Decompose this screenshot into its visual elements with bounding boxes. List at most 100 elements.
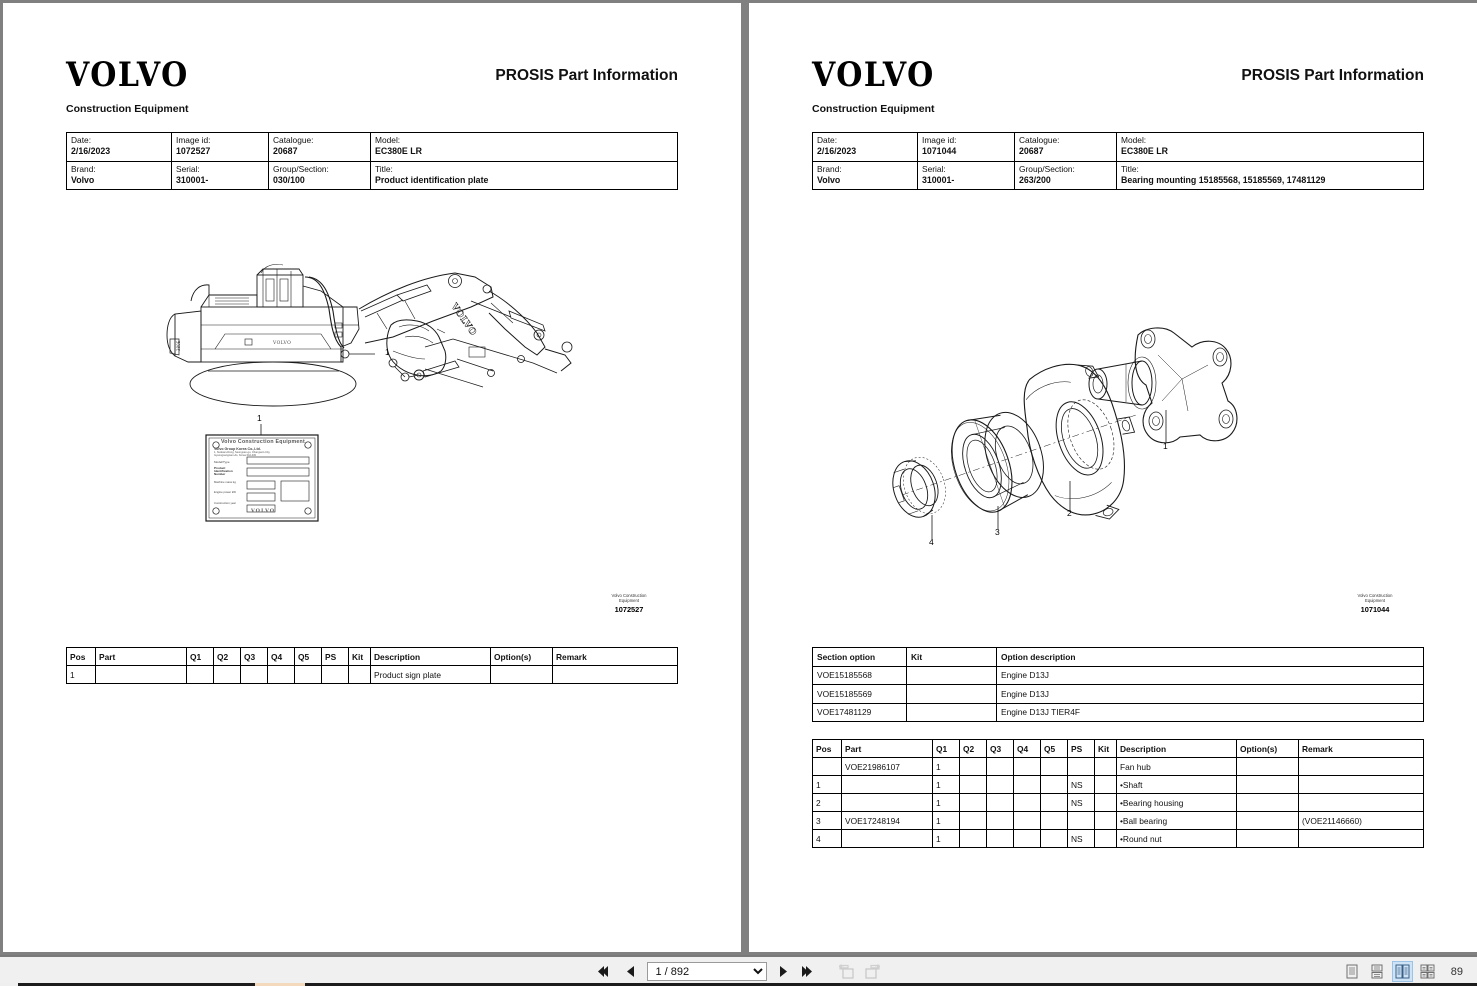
info-cell-serial: Serial: 310001- xyxy=(171,160,269,191)
document-viewer[interactable]: VOLVO PROSIS Part Information Constructi… xyxy=(0,0,1477,955)
cell-q4 xyxy=(1013,811,1041,830)
cell-part xyxy=(95,665,187,684)
info-value-serial: 310001- xyxy=(922,174,955,185)
info-cell-group-section: Group/Section: 030/100 xyxy=(268,160,371,191)
viewer-toolbar[interactable]: 1 / 892 xyxy=(0,955,1477,986)
parts-table-left: Pos Part Q1 Q2 Q3 Q4 Q5 PS Kit Description Option(… xyxy=(66,647,678,684)
two-page-view-icon[interactable] xyxy=(1391,961,1413,982)
table-row[interactable]: VOE17481129 Engine D13J TIER4F xyxy=(812,702,1424,722)
previous-page-icon[interactable] xyxy=(621,962,641,982)
zoom-level[interactable]: 89 xyxy=(1450,965,1463,978)
plate-field-mass: Machine mass kg xyxy=(214,479,236,484)
info-row-1: Date: 2/16/2023 Image id: 1071044 Catalo… xyxy=(812,132,1424,162)
cell-option-s xyxy=(1236,811,1299,830)
cell-part xyxy=(841,775,933,794)
cell-q3 xyxy=(986,793,1014,812)
table-row[interactable]: VOE21986107 1 Fan hub xyxy=(812,757,1424,776)
cell-part xyxy=(841,793,933,812)
info-label-serial: Serial: xyxy=(176,163,200,174)
table-row[interactable]: VOE15185569 Engine D13J xyxy=(812,684,1424,704)
table-row[interactable]: 3 VOE17248194 1 •Ball bearing (VOE21146660) xyxy=(812,811,1424,830)
cell-kit xyxy=(1094,793,1117,812)
next-view-icon[interactable] xyxy=(863,962,883,982)
volvo-logo: VOLVO xyxy=(66,55,189,95)
document-page-right[interactable]: VOLVO PROSIS Part Information Constructi… xyxy=(749,3,1477,952)
two-page-continuous-view-icon[interactable] xyxy=(1417,961,1438,982)
info-value-date: 2/16/2023 xyxy=(817,146,857,157)
column-header-part: Part xyxy=(95,647,187,666)
cell-q3 xyxy=(986,775,1014,794)
column-header-q2: Q2 xyxy=(959,739,987,758)
info-cell-serial: Serial: 310001- xyxy=(917,160,1015,191)
continuous-scroll-view-icon[interactable] xyxy=(1367,961,1388,982)
info-label-catalogue: Catalogue: xyxy=(1019,135,1060,145)
cell-option-description: Engine D13J TIER4F xyxy=(996,702,1424,722)
cell-ps: NS xyxy=(1067,793,1095,812)
cell-q3 xyxy=(986,829,1014,848)
window-edge-left xyxy=(0,983,18,986)
cell-remark xyxy=(552,665,678,684)
page-number-select[interactable]: 1 / 892 xyxy=(646,962,767,981)
info-cell-model: Model: EC380E LR xyxy=(370,132,678,162)
table-row[interactable]: 2 1 NS •Bearing housing xyxy=(812,793,1424,812)
cell-section-option: VOE15185568 xyxy=(812,665,907,685)
column-header-q2: Q2 xyxy=(213,647,241,666)
column-header-kit: Kit xyxy=(906,647,997,667)
info-label-group-section: Group/Section: xyxy=(1019,163,1075,174)
cell-remark xyxy=(1298,775,1424,794)
page-subtitle: Construction Equipment xyxy=(812,103,935,115)
cell-description: •Shaft xyxy=(1116,775,1237,794)
info-label-model: Model: xyxy=(375,135,401,145)
info-value-brand: Volvo xyxy=(817,174,841,185)
previous-view-icon[interactable] xyxy=(837,962,857,982)
column-header-ps: PS xyxy=(1067,739,1095,758)
cell-ps xyxy=(1067,757,1095,776)
info-value-model: EC380E LR xyxy=(375,146,422,157)
single-page-view-icon[interactable] xyxy=(1342,961,1363,982)
info-cell-title: Title: Bearing mounting 15185568, 151855… xyxy=(1116,160,1424,191)
parts-table-body: VOE21986107 1 Fan hub 1 1 NS •Shaft 2 1 NS •Bearin… xyxy=(812,757,1424,848)
cell-option-description: Engine D13J xyxy=(996,684,1424,704)
cell-q1: 1 xyxy=(932,829,960,848)
info-label-catalogue: Catalogue: xyxy=(273,135,314,145)
cell-description: •Round nut xyxy=(1116,829,1237,848)
table-row[interactable]: 1 Product sign plate xyxy=(66,665,678,684)
first-page-icon[interactable] xyxy=(595,962,615,982)
page-watermark: Volvo Construction Equipment 1071044 xyxy=(1327,593,1423,614)
cell-q5 xyxy=(1040,811,1068,830)
column-header-remark: Remark xyxy=(1298,739,1424,758)
info-cell-model: Model: EC380E LR xyxy=(1116,132,1424,162)
page-navigation-group: 1 / 892 xyxy=(0,957,1477,986)
cell-remark xyxy=(1298,793,1424,812)
cell-kit xyxy=(1094,757,1117,776)
table-row[interactable]: 1 1 NS •Shaft xyxy=(812,775,1424,794)
cell-pos: 2 xyxy=(812,793,842,812)
info-row-2: Brand: Volvo Serial: 310001- Group/Secti… xyxy=(66,160,678,191)
column-header-pos: Pos xyxy=(812,739,842,758)
cell-q3 xyxy=(986,757,1014,776)
info-cell-brand: Brand: Volvo xyxy=(812,160,918,191)
info-row-2: Brand: Volvo Serial: 310001- Group/Secti… xyxy=(812,160,1424,191)
info-cell-title: Title: Product identification plate xyxy=(370,160,678,191)
svg-text:380E: 380E xyxy=(176,340,181,351)
next-page-icon[interactable] xyxy=(773,962,793,982)
plate-field-power: Engine power kW xyxy=(214,490,236,495)
cell-kit xyxy=(906,665,997,685)
column-header-kit: Kit xyxy=(1094,739,1117,758)
cell-ps: NS xyxy=(1067,775,1095,794)
document-page-left[interactable]: VOLVO PROSIS Part Information Constructi… xyxy=(3,3,741,952)
info-value-group-section: 030/100 xyxy=(273,174,305,185)
info-cell-catalogue: Catalogue: 20687 xyxy=(1014,132,1117,162)
cell-remark xyxy=(1298,757,1424,776)
table-row[interactable]: 4 1 NS •Round nut xyxy=(812,829,1424,848)
cell-q2 xyxy=(959,775,987,794)
last-page-icon[interactable] xyxy=(799,962,819,982)
cell-q4 xyxy=(1013,775,1041,794)
info-label-image-id: Image id: xyxy=(176,135,211,145)
table-row[interactable]: VOE15185568 Engine D13J xyxy=(812,665,1424,685)
cell-q4 xyxy=(1013,757,1041,776)
column-header-remark: Remark xyxy=(552,647,678,666)
info-label-date: Date: xyxy=(71,135,92,145)
plate-field-model: Model/Type xyxy=(214,459,230,464)
info-label-title: Title: xyxy=(375,163,393,174)
